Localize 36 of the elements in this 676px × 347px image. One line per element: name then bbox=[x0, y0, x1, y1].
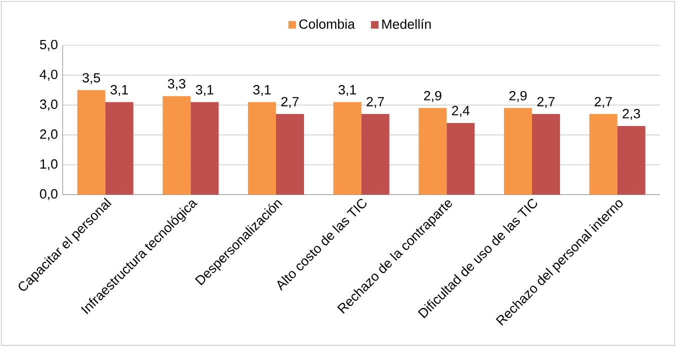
y-tick-label: 5,0 bbox=[40, 40, 58, 52]
data-label: 2,4 bbox=[452, 106, 470, 118]
data-label: 2,9 bbox=[424, 91, 442, 102]
legend-label: Medellín bbox=[382, 19, 431, 30]
data-label: 3,1 bbox=[110, 85, 128, 96]
y-tick-label: 1,0 bbox=[40, 159, 58, 170]
legend-label: Colombia bbox=[299, 19, 355, 29]
bar bbox=[504, 108, 532, 195]
y-tick-label: 3,0 bbox=[40, 100, 58, 111]
data-label: 3,1 bbox=[196, 85, 214, 96]
bar bbox=[361, 114, 390, 195]
data-label: 2,9 bbox=[509, 91, 527, 102]
y-tick-label: 0,0 bbox=[40, 189, 58, 200]
bar bbox=[276, 114, 304, 195]
data-label: 2,7 bbox=[537, 97, 555, 108]
bar bbox=[333, 102, 362, 195]
data-label: 2,7 bbox=[366, 97, 384, 108]
data-label: 2,7 bbox=[594, 97, 612, 108]
data-label: 3,5 bbox=[82, 73, 100, 84]
data-label: 3,1 bbox=[253, 85, 271, 96]
bar bbox=[162, 96, 191, 195]
bar bbox=[248, 102, 276, 195]
bar bbox=[532, 114, 560, 195]
bar bbox=[446, 123, 475, 195]
bar bbox=[418, 108, 447, 195]
y-tick-label: 4,0 bbox=[40, 70, 58, 81]
data-label: 3,1 bbox=[338, 85, 356, 96]
bar bbox=[190, 102, 219, 195]
data-label: 2,3 bbox=[622, 109, 640, 120]
bar bbox=[617, 126, 646, 195]
y-tick-label: 2,0 bbox=[40, 130, 58, 141]
bar bbox=[77, 90, 106, 195]
bar bbox=[105, 102, 134, 195]
data-label: 3,3 bbox=[168, 79, 186, 90]
bar bbox=[589, 114, 618, 195]
data-label: 2,7 bbox=[281, 97, 299, 108]
